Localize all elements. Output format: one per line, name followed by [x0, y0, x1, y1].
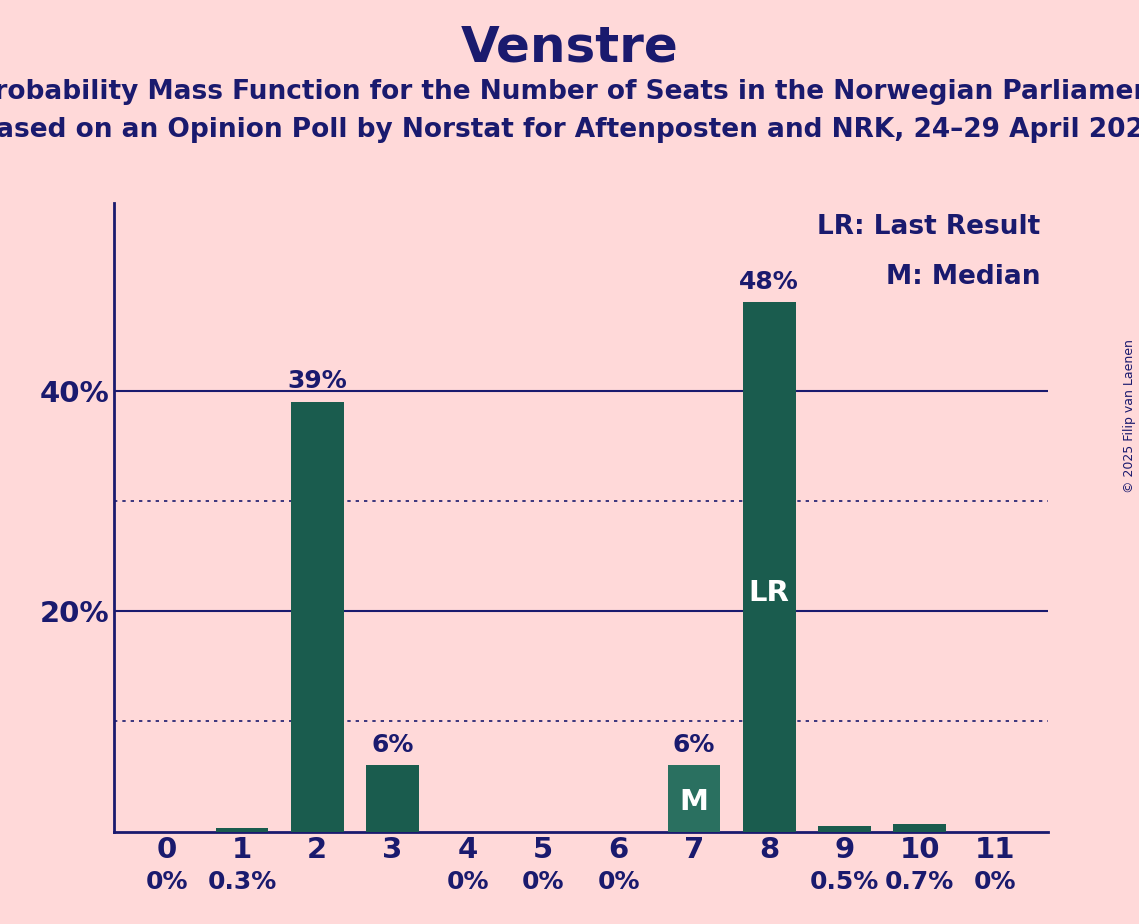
Text: 0%: 0%: [974, 870, 1016, 894]
Text: Based on an Opinion Poll by Norstat for Aftenposten and NRK, 24–29 April 2023: Based on an Opinion Poll by Norstat for …: [0, 117, 1139, 143]
Text: 0.7%: 0.7%: [885, 870, 954, 894]
Text: © 2025 Filip van Laenen: © 2025 Filip van Laenen: [1123, 339, 1137, 492]
Text: 48%: 48%: [739, 270, 800, 294]
Bar: [818, 826, 871, 832]
Text: 0%: 0%: [446, 870, 489, 894]
Text: 6%: 6%: [371, 733, 413, 757]
Text: Probability Mass Function for the Number of Seats in the Norwegian Parliament: Probability Mass Function for the Number…: [0, 79, 1139, 104]
Text: 0%: 0%: [146, 870, 188, 894]
Bar: [893, 824, 947, 832]
Text: 39%: 39%: [287, 369, 347, 393]
Text: 0%: 0%: [522, 870, 565, 894]
Bar: [290, 402, 344, 832]
Text: M: M: [679, 788, 708, 816]
Bar: [215, 828, 269, 832]
Text: 6%: 6%: [673, 733, 715, 757]
Bar: [743, 302, 795, 832]
Text: 0.3%: 0.3%: [207, 870, 277, 894]
Text: LR: Last Result: LR: Last Result: [817, 214, 1040, 240]
Text: 0.5%: 0.5%: [810, 870, 879, 894]
Text: M: Median: M: Median: [886, 264, 1040, 290]
Bar: [367, 765, 419, 832]
Text: 0%: 0%: [597, 870, 640, 894]
Text: Venstre: Venstre: [460, 23, 679, 71]
Bar: [667, 765, 720, 832]
Text: LR: LR: [748, 579, 789, 607]
